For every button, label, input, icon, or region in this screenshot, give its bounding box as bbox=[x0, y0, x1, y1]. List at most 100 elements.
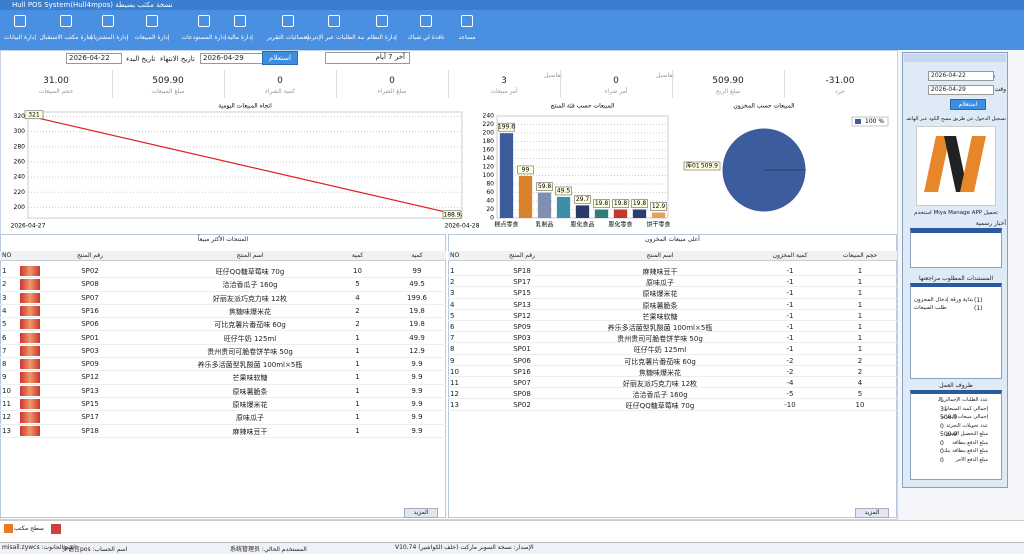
toolbar-icon[interactable] bbox=[14, 15, 26, 27]
toolbar-button[interactable]: إدارة المشتريات bbox=[87, 34, 129, 41]
toolbar-button[interactable]: إدارة البيانات bbox=[3, 34, 37, 41]
label-box bbox=[498, 122, 515, 132]
product-image bbox=[20, 279, 40, 290]
chart-title: المبيعات حسب المخزون bbox=[733, 103, 795, 110]
table-cell: -1 bbox=[786, 300, 794, 309]
table-cell: 1 bbox=[355, 426, 360, 435]
table-cell: -1 bbox=[786, 289, 794, 298]
toolbar-button[interactable]: نافذة لي شباك bbox=[407, 34, 445, 41]
toolbar-icon[interactable] bbox=[198, 15, 210, 27]
toolbar-icon[interactable] bbox=[102, 15, 114, 27]
toolbar-button[interactable]: إدارة المستودعات bbox=[181, 34, 227, 41]
table-cell: SP02 bbox=[81, 267, 99, 275]
review-item[interactable]: بداية ورقة إدخال المخزون bbox=[914, 297, 974, 303]
table-cell: 10 bbox=[450, 367, 459, 376]
label-box bbox=[612, 199, 629, 208]
table-cell: 9.9 bbox=[411, 426, 423, 435]
table-cell: 12 bbox=[2, 413, 11, 422]
more-button[interactable]: المزيد bbox=[855, 508, 889, 518]
range-select[interactable]: آخر 7 أيام bbox=[325, 52, 410, 64]
toolbar-button[interactable]: إدارة مالية bbox=[227, 34, 253, 41]
table-cell: 1 bbox=[355, 360, 360, 369]
toolbar-button[interactable]: إحصائيات التقرير bbox=[267, 34, 309, 41]
table-cell: 1 bbox=[355, 386, 360, 395]
data-label: 19.8 bbox=[595, 200, 609, 207]
sidebar-start[interactable]: 2026-04-22 bbox=[928, 71, 994, 81]
toolbar-icon[interactable] bbox=[146, 15, 158, 27]
work-value: 1 bbox=[940, 397, 944, 404]
sidebar-query[interactable]: استعلام bbox=[950, 99, 986, 110]
toolbar-button[interactable]: إدارة النظام bbox=[367, 34, 397, 41]
toolbar-icon[interactable] bbox=[461, 15, 473, 27]
bar bbox=[518, 175, 533, 218]
table-cell: 9.9 bbox=[411, 373, 423, 382]
product-image bbox=[20, 292, 40, 303]
toolbar-icon[interactable] bbox=[420, 15, 432, 27]
sidebar-end[interactable]: 2026-04-29 bbox=[928, 85, 994, 95]
y-tick-label: 240 bbox=[14, 174, 26, 181]
table-cell: 2 bbox=[355, 306, 360, 315]
review-item[interactable]: طلب المبيعات bbox=[914, 305, 947, 311]
x-tick-label: 饼干零食 bbox=[646, 221, 670, 229]
table-cell: 4 bbox=[2, 306, 7, 315]
table-cell: 9.9 bbox=[411, 360, 423, 369]
table-row bbox=[448, 366, 897, 377]
toolbar-button[interactable]: مساعد bbox=[458, 34, 476, 41]
table-cell: 原味瓜子 bbox=[236, 414, 264, 423]
table-cell: 原味瓜子 bbox=[646, 279, 674, 288]
title-bar bbox=[0, 0, 1024, 10]
work-value: 0 bbox=[940, 422, 944, 430]
more-button[interactable]: المزيد bbox=[404, 508, 438, 518]
task-item[interactable]: سطح مكتب bbox=[14, 525, 44, 532]
y-tick-label: 160 bbox=[483, 147, 495, 154]
y-tick-label: 60 bbox=[486, 189, 494, 196]
column-header: اسم المنتج bbox=[236, 252, 264, 259]
table-cell: -4 bbox=[786, 379, 794, 387]
table-cell: 13 bbox=[2, 426, 11, 435]
table-panel bbox=[0, 234, 446, 518]
y-tick-label: 240 bbox=[483, 113, 495, 120]
table-title: المنتجات الأكثر مبيعاً bbox=[197, 236, 249, 243]
table-cell: 好丽友派巧克力味 12枚 bbox=[622, 380, 698, 388]
review-title: المستندات المطلوب مراجعتها bbox=[918, 275, 994, 282]
stat-detail[interactable]: تفاصيل bbox=[544, 72, 562, 79]
review-count: (1) bbox=[974, 297, 983, 304]
table-row bbox=[448, 355, 897, 366]
task-icon bbox=[4, 524, 13, 533]
stat-divider bbox=[672, 70, 673, 98]
slice-name: 库01 bbox=[686, 162, 700, 170]
data-label: 99 bbox=[522, 166, 530, 173]
start-label: تاريخ البدء bbox=[126, 55, 156, 63]
stat-detail[interactable]: تفاصيل bbox=[656, 72, 674, 79]
table-cell: 好丽友派巧克力味 12枚 bbox=[212, 294, 288, 303]
table-cell: 11 bbox=[450, 379, 459, 387]
table-cell: 1 bbox=[355, 400, 360, 408]
start-date[interactable]: 2026-04-22 bbox=[66, 53, 122, 64]
toolbar-icon[interactable] bbox=[234, 15, 246, 27]
toolbar-icon[interactable] bbox=[60, 15, 72, 27]
table-row bbox=[448, 377, 897, 389]
table-cell: 10 bbox=[2, 386, 11, 395]
work-label: عدد تحويلات التجزئة bbox=[946, 422, 988, 429]
toolbar-icon[interactable] bbox=[376, 15, 388, 27]
data-label: 49.5 bbox=[557, 187, 571, 194]
table-cell: 19.8 bbox=[409, 320, 425, 329]
table-row bbox=[448, 388, 897, 400]
toolbar-icon[interactable] bbox=[328, 15, 340, 27]
toolbar-button[interactable]: إدارة مكتب الاستقبال bbox=[39, 34, 93, 41]
toolbar-button[interactable]: منصة الطلبات عبر الإنترنت bbox=[304, 34, 364, 41]
table-cell: SP13 bbox=[81, 386, 99, 395]
product-image bbox=[20, 345, 40, 357]
status-item: اسم الحانوت: misall.zywcs bbox=[2, 544, 76, 551]
table-row bbox=[0, 425, 446, 438]
toolbar-icon[interactable] bbox=[282, 15, 294, 27]
y-tick-label: 140 bbox=[483, 155, 495, 162]
end-date[interactable]: 2026-04-29 bbox=[200, 53, 266, 64]
query-button[interactable]: استعلام bbox=[262, 51, 298, 65]
table-cell: 11 bbox=[2, 400, 11, 408]
table-cell: 1 bbox=[450, 267, 455, 275]
x-tick-label: 2026-04-27 bbox=[11, 223, 46, 230]
toolbar-button[interactable]: إدارة المبيعات bbox=[134, 34, 170, 41]
table-row bbox=[0, 318, 446, 332]
table-cell: 1 bbox=[857, 334, 863, 343]
